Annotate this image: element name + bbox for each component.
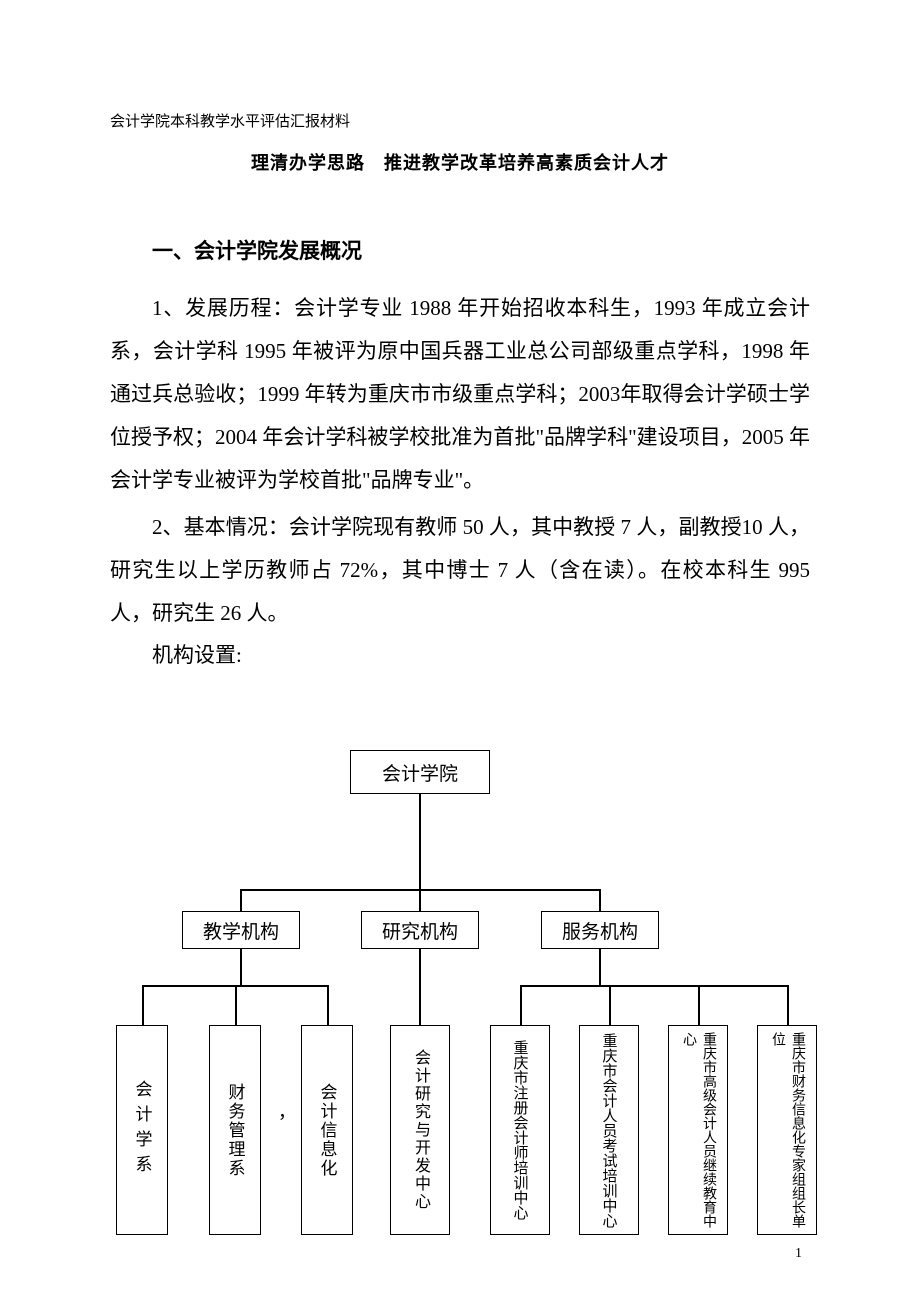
org-structure-label: 机构设置: [110,639,810,669]
org-root-box: 会计学院 [350,750,490,794]
connector-line [240,889,242,911]
document-page: 会计学院本科教学水平评估汇报材料 理清办学思路 推进教学改革培养高素质会计人才 … [0,0,920,1302]
connector-line [520,985,522,1025]
connector-line [609,985,611,1025]
connector-line [520,985,788,987]
connector-line [599,889,601,911]
org-level3-box: 会计信息化 [301,1025,353,1235]
connector-line [698,985,700,1025]
stray-comma: ， [278,1098,296,1124]
connector-line [787,985,789,1025]
connector-line [142,985,144,1025]
connector-line [419,794,421,889]
org-level3-box: 重庆市高级会计人员继续教育中心 [668,1025,728,1235]
connector-line [419,889,421,911]
document-subtitle: 理清办学思路 推进教学改革培养高素质会计人才 [110,149,810,175]
org-level2-box: 服务机构 [541,911,659,949]
section-1-heading: 一、会计学院发展概况 [110,235,810,265]
org-level3-box: 重庆市会计人员考试培训中心 [579,1025,639,1235]
paragraph-1: 1、发展历程：会计学专业 1988 年开始招收本科生，1993 年成立会计系，会… [110,287,810,502]
org-level3-box: 重庆市注册会计师培训中心 [490,1025,550,1235]
page-number: 1 [795,1246,802,1262]
connector-line [599,949,601,985]
org-level2-box: 教学机构 [182,911,300,949]
connector-line [240,949,242,985]
connector-line [419,949,421,1025]
connector-line [327,985,329,1025]
org-level2-box: 研究机构 [361,911,479,949]
connector-line [235,985,237,1025]
document-header: 会计学院本科教学水平评估汇报材料 [110,110,810,131]
org-level3-box: 会计学系 [116,1025,168,1235]
org-chart: 会计学院 教学机构 研究机构 服务机构 会计学系 财务管理系 会计信息化 [110,750,830,1230]
org-level3-box: 会计研究与开发中心 [390,1025,450,1235]
org-level3-box: 财务管理系 [209,1025,261,1235]
paragraph-2: 2、基本情况：会计学院现有教师 50 人，其中教授 7 人，副教授10 人，研究… [110,506,810,635]
org-level3-box: 重庆市财务信息化专家组组长单位 [757,1025,817,1235]
